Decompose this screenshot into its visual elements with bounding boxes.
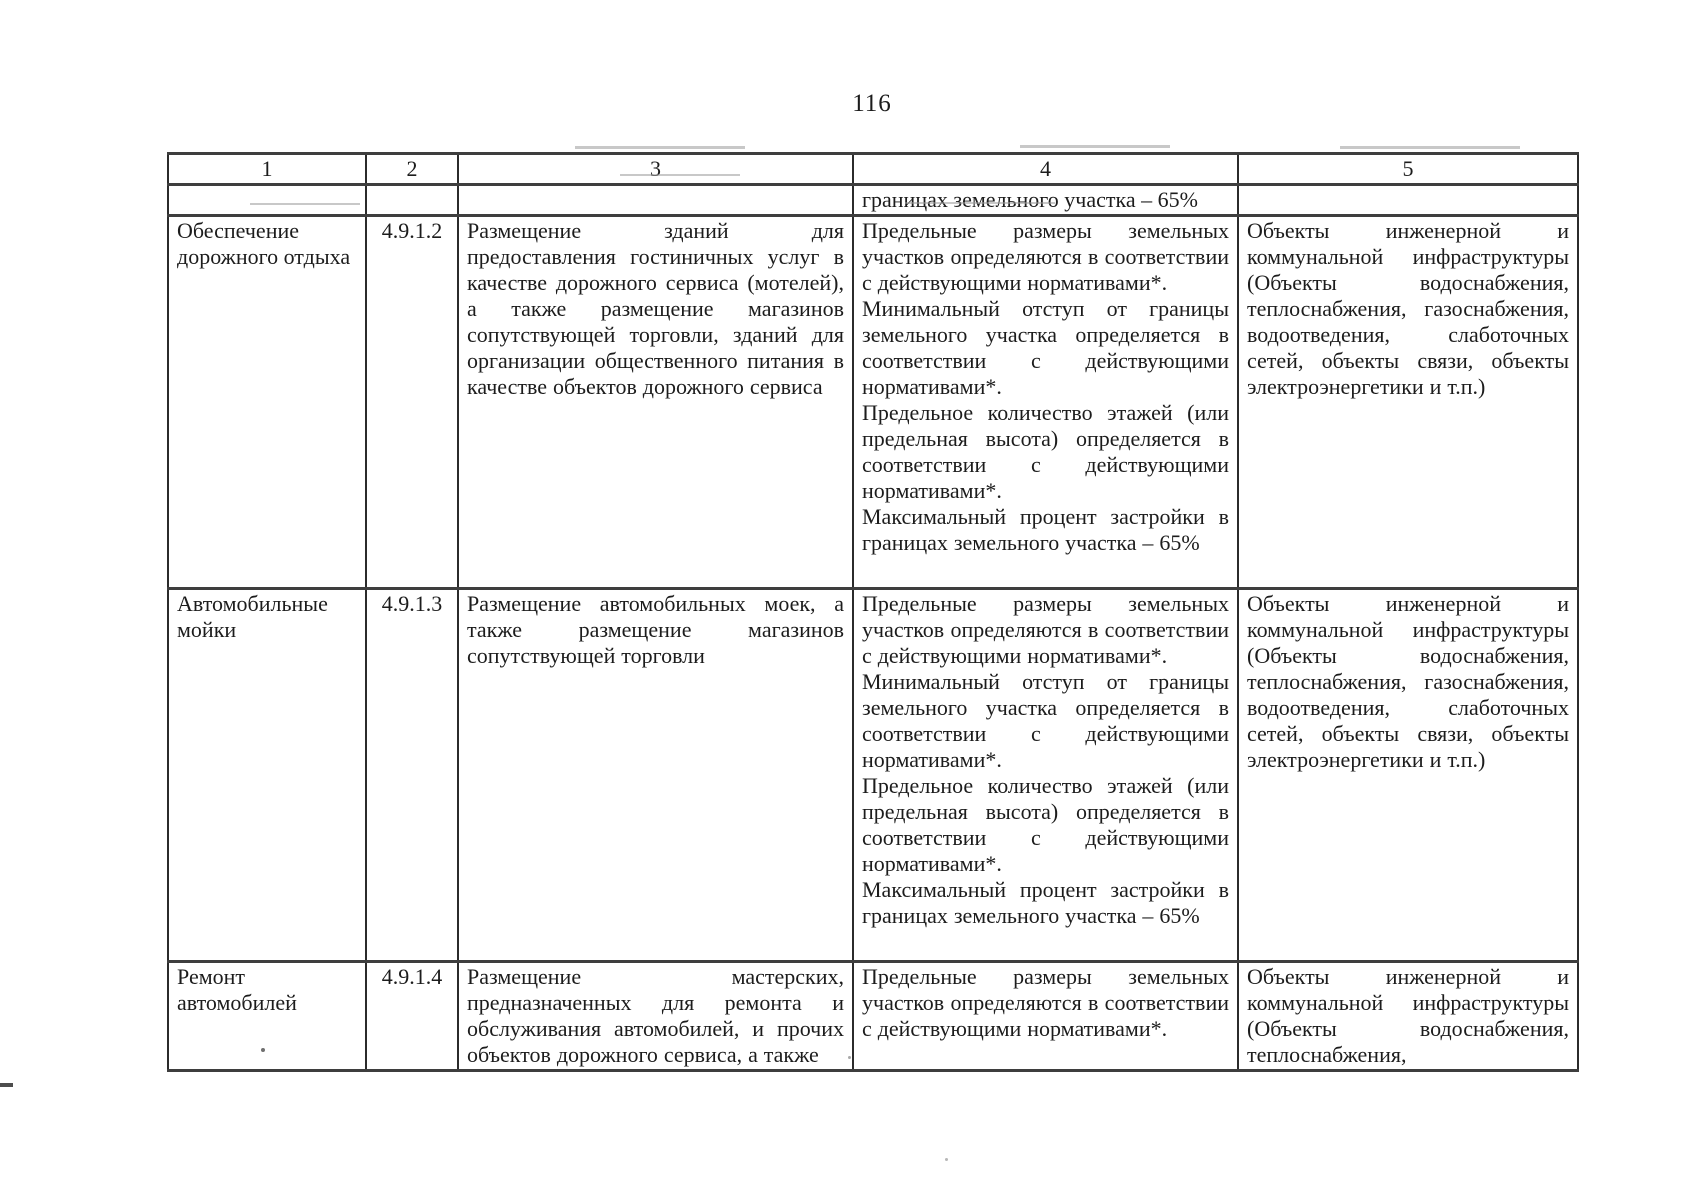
- column-number-3: 3: [457, 152, 854, 186]
- parameter-text: Максимальный процент застройки в граница…: [862, 877, 1229, 928]
- cell-parameters: Предельные размеры земельных участков оп…: [852, 960, 1239, 1072]
- cell-use-name: Автомобильные мойки: [167, 587, 367, 963]
- use-name-text: Ремонт автомобилей: [177, 964, 297, 1016]
- scan-smudge: [620, 174, 740, 176]
- description-text: Размещение автомобильных моек, а также р…: [467, 591, 844, 669]
- column-number-2: 2: [365, 152, 459, 186]
- scan-smudge: [575, 146, 745, 149]
- use-code-text: 4.9.1.4: [381, 964, 443, 990]
- carryover-cell-1: [167, 183, 367, 217]
- cell-use-code: 4.9.1.2: [365, 214, 459, 590]
- carryover-cell-3: [457, 183, 854, 217]
- parameter-text: Предельные размеры земельных участков оп…: [862, 218, 1229, 296]
- parameter-text: Минимальный отступ от границы земельного…: [862, 669, 1229, 772]
- cell-use-name: Обеспечение дорожного отдыха: [167, 214, 367, 590]
- scan-speck: [945, 1158, 948, 1161]
- cell-description: Размещение мастерских, предназначенных д…: [457, 960, 854, 1072]
- scan-smudge: [1020, 145, 1170, 148]
- description-text: Размещение зданий для предоставления гос…: [467, 218, 844, 400]
- scan-smudge: [1340, 146, 1520, 149]
- parameter-text: Предельное количество этажей (или предел…: [862, 400, 1229, 503]
- parameter-text: Минимальный отступ от границы земельного…: [862, 296, 1229, 399]
- table-row: Автомобильные мойки 4.9.1.3 Размещение а…: [167, 587, 1579, 963]
- infrastructure-text: Объекты инженерной и коммунальной инфрас…: [1247, 591, 1569, 773]
- parameter-text: Предельные размеры земельных участков оп…: [862, 591, 1229, 669]
- carryover-text: границах земельного участка – 65%: [862, 187, 1198, 213]
- use-name-text: Автомобильные мойки: [177, 591, 328, 643]
- land-use-regulations-table: 1 2 3 4 5 границах земельного участка – …: [167, 152, 1579, 1072]
- scan-edge-mark: [0, 1083, 13, 1087]
- table-header-row: 1 2 3 4 5: [167, 152, 1579, 186]
- cell-use-name: Ремонт автомобилей: [167, 960, 367, 1072]
- parameter-text: Предельные размеры земельных участков оп…: [862, 964, 1229, 1042]
- carryover-cell-4: границах земельного участка – 65%: [852, 183, 1239, 217]
- cell-description: Размещение автомобильных моек, а также р…: [457, 587, 854, 963]
- cell-use-code: 4.9.1.3: [365, 587, 459, 963]
- cell-parameters: Предельные размеры земельных участков оп…: [852, 214, 1239, 590]
- parameter-text: Максимальный процент застройки в граница…: [862, 504, 1229, 555]
- cell-use-code: 4.9.1.4: [365, 960, 459, 1072]
- cell-infrastructure: Объекты инженерной и коммунальной инфрас…: [1237, 587, 1579, 963]
- table-row: Обеспечение дорожного отдыха 4.9.1.2 Раз…: [167, 214, 1579, 590]
- carryover-row: границах земельного участка – 65%: [167, 183, 1579, 217]
- column-number-5: 5: [1237, 152, 1579, 186]
- page-number: 116: [852, 90, 892, 117]
- column-number-4: 4: [852, 152, 1239, 186]
- carryover-cell-5: [1237, 183, 1579, 217]
- use-code-text: 4.9.1.3: [381, 591, 443, 617]
- scan-smudge: [905, 202, 1055, 204]
- cell-description: Размещение зданий для предоставления гос…: [457, 214, 854, 590]
- cell-infrastructure: Объекты инженерной и коммунальной инфрас…: [1237, 960, 1579, 1072]
- scan-smudge: [250, 203, 360, 205]
- scan-speck: [848, 1056, 851, 1059]
- use-name-text: Обеспечение дорожного отдыха: [177, 218, 351, 270]
- scan-speck: [261, 1048, 265, 1052]
- column-number-1: 1: [167, 152, 367, 186]
- cell-parameters: Предельные размеры земельных участков оп…: [852, 587, 1239, 963]
- infrastructure-text: Объекты инженерной и коммунальной инфрас…: [1247, 218, 1569, 400]
- cell-infrastructure: Объекты инженерной и коммунальной инфрас…: [1237, 214, 1579, 590]
- carryover-cell-2: [365, 183, 459, 217]
- parameter-text: Предельное количество этажей (или предел…: [862, 773, 1229, 876]
- use-code-text: 4.9.1.2: [381, 218, 443, 244]
- description-text: Размещение мастерских, предназначенных д…: [467, 964, 844, 1068]
- infrastructure-text: Объекты инженерной и коммунальной инфрас…: [1247, 964, 1569, 1068]
- table-row: Ремонт автомобилей 4.9.1.4 Размещение ма…: [167, 960, 1579, 1072]
